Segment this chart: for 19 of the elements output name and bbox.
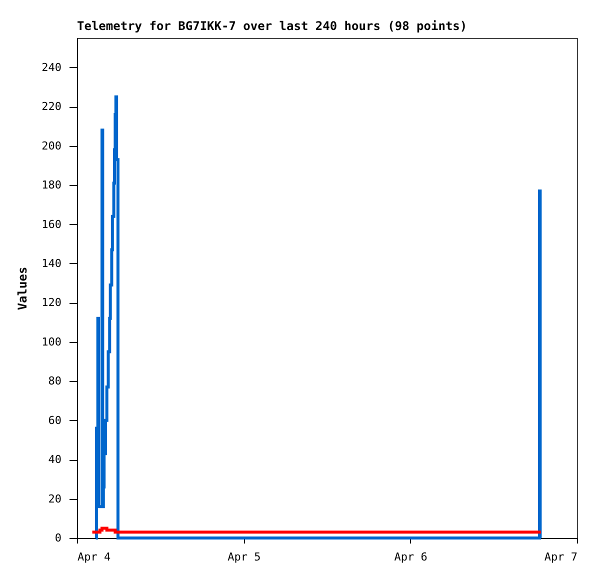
y-tick-label: 140	[42, 256, 62, 270]
x-tick-label: Apr 4	[78, 550, 111, 564]
y-tick-label: 40	[48, 453, 62, 466]
y-tick-label: 180	[42, 178, 62, 192]
x-tick-label: Apr 5	[228, 550, 261, 564]
y-tick-label: 240	[42, 60, 62, 74]
chart-title: Telemetry for BG7IKK-7 over last 240 hours (98 points)	[77, 19, 468, 33]
x-tick-label: Apr 6	[394, 550, 428, 564]
y-tick-label: 220	[42, 100, 62, 114]
y-tick-label: 160	[42, 218, 62, 231]
y-axis-title: Values	[16, 266, 30, 310]
y-tick-label: 20	[48, 492, 62, 506]
x-tick-label: Apr 7	[544, 550, 578, 564]
y-tick-label: 120	[42, 296, 62, 310]
y-tick-label: 200	[42, 139, 62, 152]
y-tick-label: 60	[48, 414, 62, 427]
y-tick-label: 0	[54, 532, 62, 544]
y-tick-label: 100	[42, 335, 62, 348]
y-tick-label: 80	[48, 374, 62, 388]
